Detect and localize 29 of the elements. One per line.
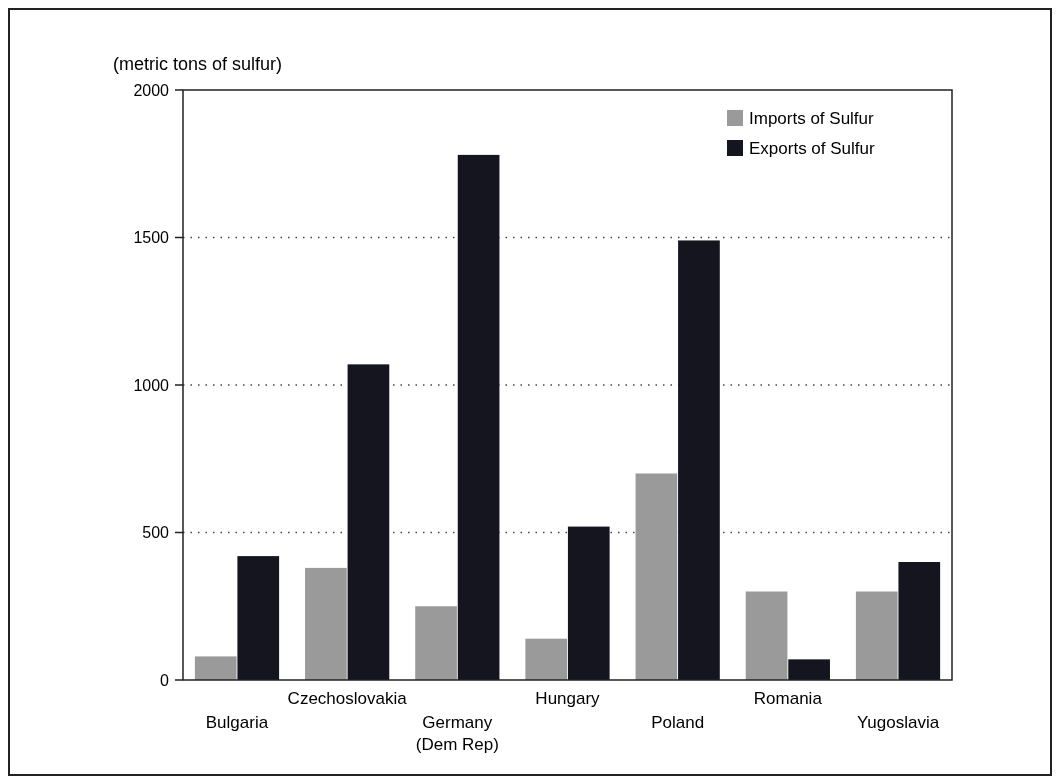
- bar: [788, 659, 830, 680]
- y-tick-label: 1000: [133, 376, 170, 394]
- bar: [415, 606, 457, 680]
- x-tick-label: Yugoslavia: [856, 713, 940, 732]
- legend-label: Exports of Sulfur: [749, 138, 875, 158]
- y-tick-label: 1500: [133, 229, 170, 247]
- bar: [237, 556, 280, 680]
- y-axis-title: (metric tons of sulfur): [113, 54, 283, 74]
- bar: [305, 567, 347, 680]
- bar: [635, 473, 678, 680]
- y-tick-label: 0: [160, 671, 170, 689]
- x-tick-label: Czechoslovakia: [287, 689, 408, 708]
- x-tick-label: Romania: [753, 689, 823, 708]
- x-tick-label: Hungary: [535, 689, 601, 708]
- bar: [347, 364, 390, 680]
- bar: [855, 591, 898, 680]
- bar: [678, 240, 720, 680]
- bar: [898, 562, 941, 680]
- x-tick-label: Poland: [651, 713, 705, 732]
- bar: [567, 526, 610, 680]
- bar: [194, 656, 237, 680]
- x-tick-label: Bulgaria: [205, 713, 269, 732]
- bar: [457, 154, 500, 680]
- x-tick-label: Germany (Dem Rep): [415, 713, 499, 754]
- legend-label: Imports of Sulfur: [749, 108, 875, 128]
- y-tick-label: 2000: [133, 81, 170, 99]
- y-tick-label: 500: [142, 524, 170, 542]
- bar: [525, 638, 568, 680]
- bar: [745, 591, 788, 680]
